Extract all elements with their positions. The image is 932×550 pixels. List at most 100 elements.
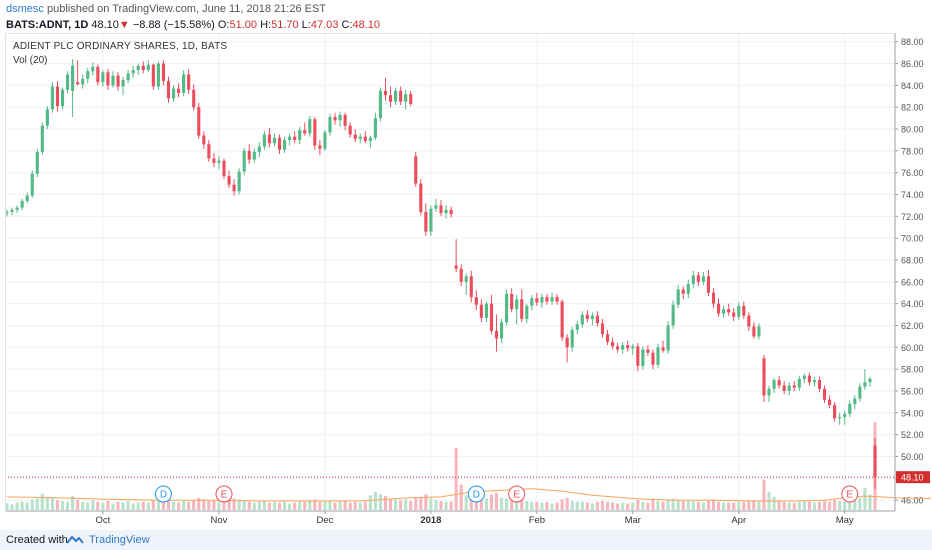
candle-up <box>182 74 186 94</box>
candle-up <box>373 118 377 138</box>
candle-up <box>252 151 256 160</box>
candle-down <box>747 315 751 327</box>
candle-down <box>449 209 453 215</box>
candle-up <box>853 398 857 405</box>
candle-up <box>262 134 266 147</box>
volume-bar <box>298 500 302 510</box>
volume-bar <box>343 500 347 510</box>
candle-down <box>414 156 418 184</box>
candle-up <box>686 284 690 294</box>
volume-bar <box>116 501 120 510</box>
volume-bar <box>383 496 388 510</box>
chart-area[interactable]: 46.0048.0050.0052.0054.0056.0058.0060.00… <box>5 33 931 530</box>
earnings-marker <box>841 485 859 503</box>
volume-bar <box>691 500 695 510</box>
volume-bar <box>126 500 130 510</box>
volume-bar <box>353 501 357 510</box>
candle-down <box>873 445 877 478</box>
candle-down <box>383 90 388 96</box>
y-tick-label: 78.00 <box>901 146 924 156</box>
candle-up <box>298 130 302 140</box>
x-tick-label: 2018 <box>420 515 441 526</box>
candle-up <box>863 382 867 387</box>
volume-bar <box>76 500 80 510</box>
candle-down <box>585 314 589 319</box>
candle-down <box>611 341 615 347</box>
x-tick-label: May <box>836 515 854 526</box>
volume-bar <box>232 498 236 510</box>
volume-bar <box>141 501 145 510</box>
candle-down <box>817 380 822 389</box>
dividend-marker <box>467 485 485 503</box>
candle-down <box>161 63 166 82</box>
volume-bar <box>207 500 211 510</box>
volume-bar <box>792 502 796 510</box>
high-label: H: <box>260 19 272 31</box>
candle-up <box>30 173 34 196</box>
candle-down <box>333 117 337 121</box>
candle-down <box>207 144 211 159</box>
candle-down <box>419 183 423 212</box>
candle-up <box>590 315 594 319</box>
candle-down <box>197 107 201 136</box>
price-chart[interactable]: 46.0048.0050.0052.0054.0056.0058.0060.00… <box>5 33 931 530</box>
y-tick-label: 62.00 <box>901 321 924 331</box>
volume-bar <box>454 447 458 510</box>
candle-down <box>822 388 827 400</box>
tradingview-brand-link[interactable]: TradingView <box>89 534 150 546</box>
change-value: −8.88 (−15.58%) <box>132 19 215 31</box>
volume-bar <box>641 501 645 510</box>
volume-bar <box>106 500 110 510</box>
candle-down <box>151 64 155 87</box>
volume-bar <box>656 500 660 510</box>
volume-bar <box>626 503 630 510</box>
volume-bar <box>15 502 19 510</box>
candle-up <box>812 380 817 383</box>
y-tick-label: 60.00 <box>901 343 924 353</box>
candle-down <box>792 385 796 388</box>
author-link[interactable]: dsmesc <box>6 3 44 15</box>
candle-up <box>81 78 85 85</box>
x-tick-label: Mar <box>625 515 641 526</box>
y-tick-label: 88.00 <box>901 37 924 47</box>
volume-legend: Vol (20) <box>13 55 48 66</box>
volume-bar <box>227 500 231 510</box>
candle-up <box>394 90 398 102</box>
volume-bar <box>151 500 155 510</box>
candle-up <box>868 378 872 383</box>
candle-up <box>368 137 372 142</box>
volume-bar <box>399 500 403 510</box>
candle-up <box>858 386 862 399</box>
volume-bar <box>489 494 494 510</box>
candle-up <box>404 94 408 102</box>
ohlc-line: BATS:ADNT, 1D 48.10▼ −8.88 (−15.58%) O:5… <box>6 17 926 33</box>
tradingview-logo-icon <box>66 536 84 544</box>
volume-bar <box>373 491 377 510</box>
volume-bar <box>580 501 584 510</box>
volume-bar <box>368 495 372 510</box>
volume-bar <box>277 502 282 510</box>
volume-bar <box>651 499 655 510</box>
volume-bar <box>621 502 625 510</box>
candle-down <box>727 309 731 313</box>
candle-down <box>424 211 428 232</box>
volume-bar <box>777 500 781 510</box>
down-arrow-icon: ▼ <box>118 19 130 31</box>
volume-bar <box>520 500 524 510</box>
volume-bar <box>10 504 14 510</box>
x-tick-label: Oct <box>95 515 110 526</box>
volume-bar <box>111 503 115 510</box>
low-label: L: <box>301 19 311 31</box>
candle-up <box>60 89 65 107</box>
volume-bar <box>595 501 600 510</box>
candle-down <box>166 81 171 99</box>
candle-down <box>545 297 549 302</box>
volume-bar <box>146 502 150 510</box>
volume-bar <box>217 501 221 510</box>
symbol-label: BATS:ADNT, 1D <box>6 19 89 31</box>
candle-down <box>716 303 721 314</box>
volume-bar <box>474 497 478 510</box>
volume-bar <box>661 501 665 510</box>
footer-bar: Created with TradingView <box>0 530 932 550</box>
volume-bar <box>318 501 322 510</box>
